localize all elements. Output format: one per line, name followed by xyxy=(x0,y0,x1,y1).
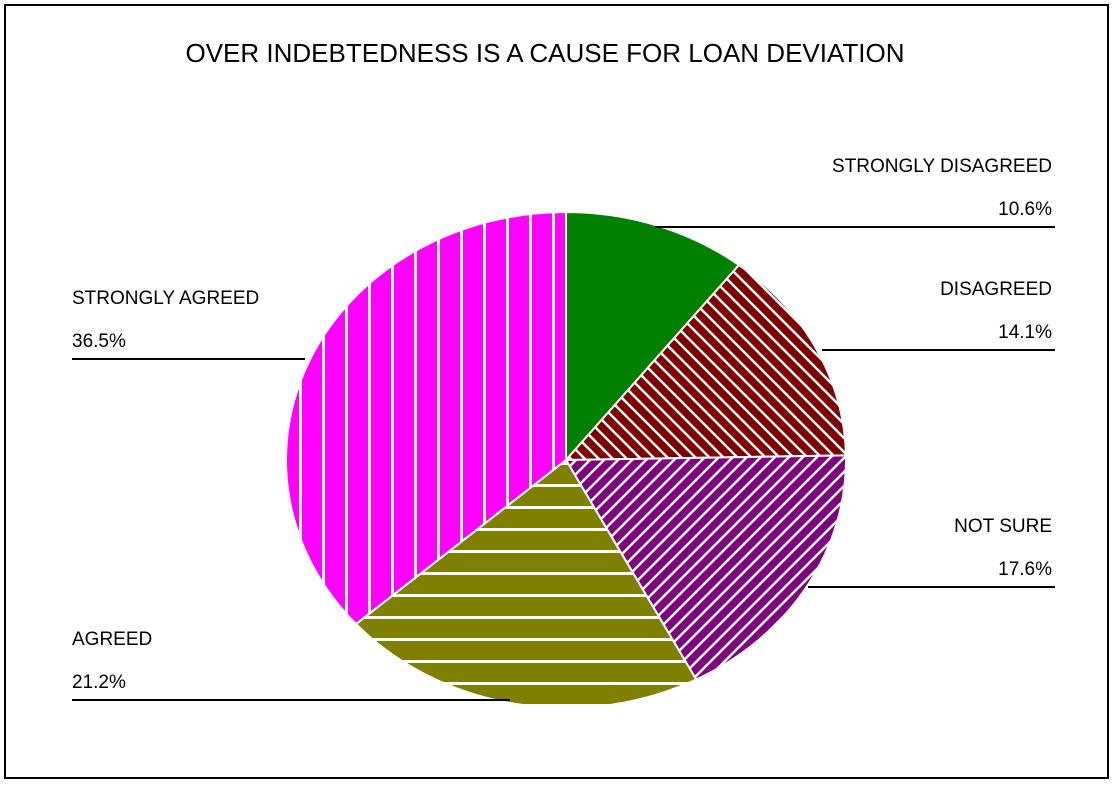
slice-strongly-agreed xyxy=(285,210,567,626)
slice-label-agreed: AGREED xyxy=(72,629,152,650)
chart-title: OVER INDEBTEDNESS IS A CAUSE FOR LOAN DE… xyxy=(185,38,904,68)
slice-not-sure xyxy=(564,454,847,681)
slice-value-agreed: 21.2% xyxy=(72,672,126,693)
slice-label-disagreed: DISAGREED xyxy=(940,279,1052,300)
slice-value-strongly-agreed: 36.5% xyxy=(72,331,126,352)
slice-labels: STRONGLY DISAGREED 10.6% DISAGREED 14.1% NOT… xyxy=(72,156,1055,701)
slice-value-not-sure: 17.6% xyxy=(998,559,1052,580)
slice-label-not-sure: NOT SURE xyxy=(954,516,1052,537)
pie-slices xyxy=(285,210,847,709)
slice-strongly-disagreed xyxy=(565,210,741,463)
slice-label-strongly-disagreed: STRONGLY DISAGREED xyxy=(832,156,1052,177)
slice-disagreed xyxy=(563,263,847,462)
slice-value-strongly-disagreed: 10.6% xyxy=(998,199,1052,220)
slice-value-disagreed: 14.1% xyxy=(998,322,1052,343)
slice-label-strongly-agreed: STRONGLY AGREED xyxy=(72,288,259,309)
slice-agreed xyxy=(354,458,698,709)
